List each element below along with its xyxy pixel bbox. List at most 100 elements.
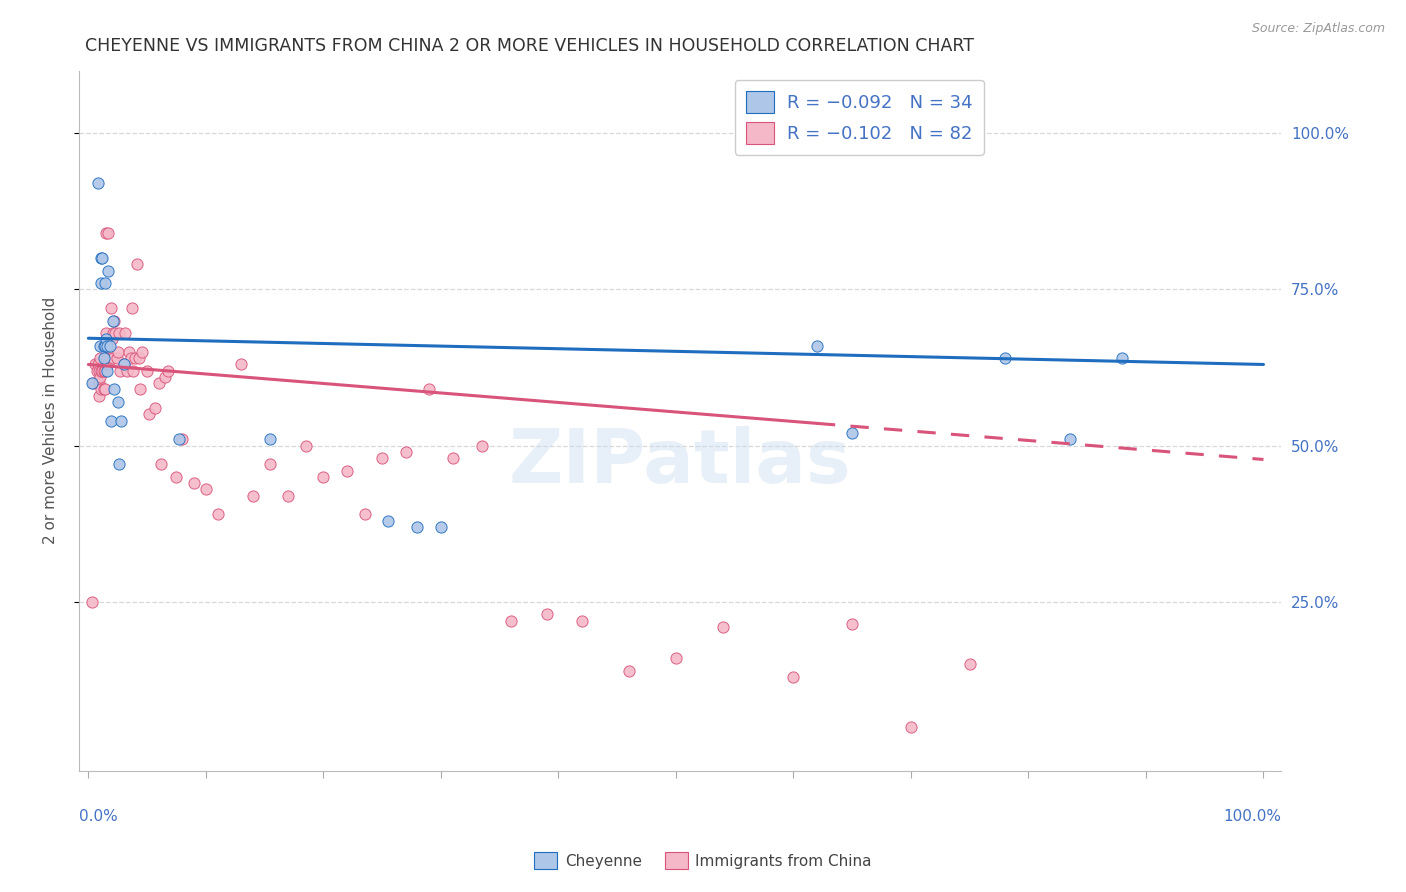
Point — [98, 351, 121, 366]
Point — [101, 314, 124, 328]
Point — [90, 277, 112, 291]
Point — [104, 326, 127, 341]
Point — [105, 351, 128, 366]
Point — [124, 351, 146, 366]
Point — [98, 339, 121, 353]
Point — [430, 520, 453, 534]
Point — [131, 345, 153, 359]
Point — [80, 595, 103, 609]
Point — [782, 670, 804, 684]
Point — [87, 364, 110, 378]
Text: CHEYENNE VS IMMIGRANTS FROM CHINA 2 OR MORE VEHICLES IN HOUSEHOLD CORRELATION CH: CHEYENNE VS IMMIGRANTS FROM CHINA 2 OR M… — [84, 37, 974, 55]
Point — [371, 451, 394, 466]
Point — [128, 351, 150, 366]
Point — [136, 364, 159, 378]
Point — [90, 364, 112, 378]
Point — [115, 364, 138, 378]
Point — [96, 364, 118, 378]
Point — [336, 464, 359, 478]
Point — [90, 383, 112, 397]
Point — [103, 383, 125, 397]
Point — [101, 333, 124, 347]
Point — [96, 358, 118, 372]
Point — [406, 520, 429, 534]
Point — [1111, 351, 1133, 366]
Point — [108, 326, 131, 341]
Point — [108, 458, 131, 472]
Point — [157, 364, 180, 378]
Point — [143, 401, 166, 416]
Point — [94, 333, 117, 347]
Point — [395, 445, 418, 459]
Point — [377, 514, 399, 528]
Point — [536, 607, 558, 622]
Point — [259, 433, 281, 447]
Point — [100, 414, 122, 428]
Point — [242, 489, 264, 503]
Point — [617, 664, 640, 678]
Point — [441, 451, 464, 466]
Point — [87, 376, 110, 391]
Point — [89, 339, 111, 353]
Point — [994, 351, 1017, 366]
Point — [121, 301, 143, 316]
Point — [107, 395, 129, 409]
Point — [101, 326, 124, 341]
Point — [353, 508, 375, 522]
Point — [87, 176, 110, 190]
Point — [118, 345, 141, 359]
Point — [312, 470, 335, 484]
Point — [112, 358, 135, 372]
Point — [94, 226, 117, 240]
Point — [148, 376, 170, 391]
Point — [86, 364, 108, 378]
Point — [80, 376, 103, 391]
Text: 0.0%: 0.0% — [79, 809, 118, 824]
Point — [93, 351, 115, 366]
Point — [94, 339, 117, 353]
Point — [94, 277, 117, 291]
Point — [94, 326, 117, 341]
Point — [277, 489, 299, 503]
Point — [229, 358, 252, 372]
Point — [89, 351, 111, 366]
Point — [96, 351, 118, 366]
Point — [194, 483, 217, 497]
Point — [97, 264, 120, 278]
Point — [120, 351, 142, 366]
Point — [841, 426, 863, 441]
Point — [711, 620, 734, 634]
Point — [93, 383, 115, 397]
Text: Source: ZipAtlas.com: Source: ZipAtlas.com — [1251, 22, 1385, 36]
Point — [138, 408, 160, 422]
Point — [94, 351, 117, 366]
Point — [129, 383, 152, 397]
Legend: Cheyenne, Immigrants from China: Cheyenne, Immigrants from China — [529, 846, 877, 875]
Point — [571, 614, 593, 628]
Point — [101, 351, 124, 366]
Text: ZIPatlas: ZIPatlas — [509, 426, 852, 500]
Point — [806, 339, 828, 353]
Point — [166, 470, 188, 484]
Point — [125, 258, 148, 272]
Point — [97, 358, 120, 372]
Point — [87, 389, 110, 403]
Y-axis label: 2 or more Vehicles in Household: 2 or more Vehicles in Household — [44, 297, 58, 544]
Point — [94, 383, 117, 397]
Point — [82, 376, 104, 391]
Point — [107, 345, 129, 359]
Point — [91, 364, 114, 378]
Text: 100.0%: 100.0% — [1223, 809, 1281, 824]
Point — [418, 383, 440, 397]
Point — [110, 414, 132, 428]
Point — [183, 476, 205, 491]
Point — [841, 616, 863, 631]
Point — [294, 439, 316, 453]
Point — [501, 614, 523, 628]
Point — [94, 364, 117, 378]
Point — [259, 458, 281, 472]
Point — [89, 370, 111, 384]
Point — [93, 364, 115, 378]
Point — [91, 251, 114, 265]
Point — [900, 720, 922, 734]
